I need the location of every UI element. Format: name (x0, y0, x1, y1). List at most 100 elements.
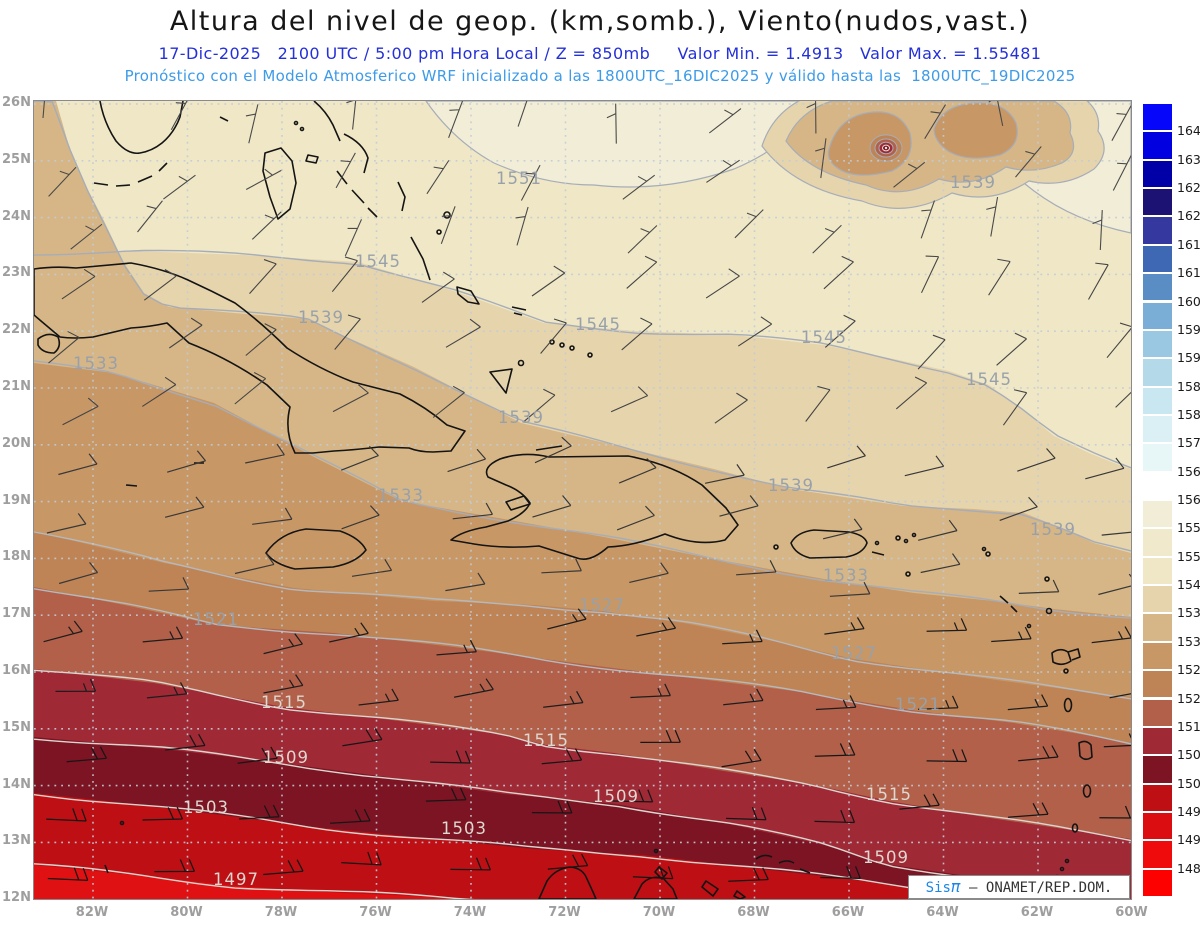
contour-label: 1533 (823, 566, 869, 585)
colorbar-tick-label: 1563 (1177, 492, 1200, 507)
contour-label: 1521 (895, 695, 941, 714)
colorbar-segment (1142, 103, 1173, 132)
colorbar-segment (1142, 216, 1173, 245)
colorbar-segment (1142, 641, 1173, 671)
contour-label: 1545 (575, 315, 621, 334)
colorbar-segment (1142, 301, 1173, 330)
colorbar-tick-label: 1587 (1177, 378, 1200, 394)
pi-symbol: π (950, 877, 961, 896)
lon-tick-label: 62W (1020, 905, 1054, 920)
colorbar-tick-label: 1557 (1177, 520, 1200, 536)
lat-tick-label: 18N (2, 549, 31, 565)
lon-tick-label: 76W (359, 905, 392, 920)
contour-label: 1515 (261, 693, 307, 712)
colorbar-tick-label: 1617 (1177, 236, 1200, 252)
contour-label: 1515 (523, 731, 569, 750)
colorbar-tick-label: 1593 (1177, 350, 1200, 366)
map-canvas: 1551 1545 1545 1545 1545 1539 1539 1539 1539 1539… (33, 78, 1150, 927)
contour-label: 1515 (866, 785, 912, 804)
geopotential-wind-map: 1551 1545 1545 1545 1545 1539 1539 1539 1539 1539… (33, 78, 1150, 927)
colorbar-tick-label: 1509 (1177, 747, 1200, 763)
lon-tick-label: 82W (75, 905, 109, 920)
colorbar-tick-label: 1515 (1177, 718, 1200, 734)
page-title: Altura del nivel de geop. (km,somb.), Vi… (169, 6, 1031, 37)
colorbar-segment (1142, 273, 1173, 302)
colorbar-tick-label: 1503 (1177, 775, 1200, 791)
colorbar-tick-label: 1605 (1177, 293, 1200, 309)
lon-tick-label: 70W (642, 905, 676, 920)
colorbar-segment (1142, 358, 1173, 387)
colorbar-tick-label: 1521 (1177, 690, 1200, 706)
lon-tick-label: 72W (548, 905, 581, 920)
colorbar-tick-label: 1551 (1177, 548, 1200, 564)
subtitle-datetime-level: 17-Dic-2025 2100 UTC / 5:00 pm Hora Loca… (158, 44, 1042, 63)
colorbar-segment (1142, 471, 1173, 500)
colorbar-segment (1142, 585, 1173, 614)
attribution-text: – ONAMET/REP.DOM. (960, 880, 1113, 896)
colorbar-segment (1142, 868, 1173, 897)
lat-tick-label: 26N (2, 95, 31, 110)
lat-tick-label: 16N (2, 663, 31, 678)
colorbar-tick-label: 1539 (1177, 605, 1200, 621)
lat-tick-label: 15N (2, 719, 31, 735)
contour-label: 1539 (298, 308, 344, 327)
colorbar-tick-label: 1635 (1177, 151, 1200, 167)
contour-label: 1539 (498, 408, 544, 427)
lon-tick-label: 80W (170, 905, 203, 920)
contour-label: 1527 (579, 596, 625, 615)
lat-tick-label: 25N (2, 151, 31, 167)
colorbar (1142, 103, 1173, 897)
subtitle-model-info: Pronóstico con el Modelo Atmosferico WRF… (124, 67, 1076, 85)
colorbar-segment (1142, 443, 1173, 472)
colorbar-tick-label: 1545 (1177, 577, 1200, 593)
colorbar-segment (1142, 131, 1173, 160)
contour-label: 1545 (801, 328, 847, 347)
colorbar-tick-label: 1527 (1177, 662, 1200, 678)
colorbar-segment (1142, 500, 1173, 529)
colorbar-segment (1142, 755, 1173, 784)
lon-tick-label: 78W (264, 905, 298, 920)
contour-label: 1503 (183, 798, 229, 817)
colorbar-tick-label: 1485 (1177, 860, 1200, 876)
colorbar-segment (1142, 783, 1173, 812)
colorbar-tick-label: 1497 (1177, 803, 1200, 819)
lon-tick-label: 68W (737, 905, 770, 920)
contour-label: 1533 (73, 354, 119, 373)
lat-tick-label: 21N (2, 379, 31, 394)
contour-label: 1503 (441, 819, 487, 838)
colorbar-tick-label: 1533 (1177, 633, 1200, 649)
colorbar-segment (1142, 159, 1173, 189)
colorbar-segment (1142, 670, 1173, 699)
contour-label: 1509 (593, 787, 639, 806)
contour-label: 1539 (950, 173, 996, 192)
colorbar-segment (1142, 329, 1173, 359)
contour-label: 1527 (831, 644, 877, 663)
contour-label-layer: 1551 1545 1545 1545 1545 1539 1539 1539 1539 1539… (73, 169, 1075, 889)
colorbar-tick-label: 1575 (1177, 435, 1200, 451)
lon-tick-label: 64W (926, 905, 959, 920)
colorbar-segment (1142, 726, 1173, 756)
colorbar-segment (1142, 613, 1173, 642)
northeast-trough-feature (761, 94, 1105, 209)
lon-tick-label: 60W (1115, 905, 1148, 920)
colorbar-tick-label: 1623 (1177, 208, 1200, 224)
contour-label: 1545 (966, 370, 1012, 389)
contour-label: 1521 (193, 610, 239, 629)
lat-tick-label: 13N (2, 833, 31, 849)
contour-label: 1539 (768, 476, 814, 495)
contour-label: 1545 (355, 252, 401, 271)
colorbar-segment (1142, 840, 1173, 869)
sispi-logo-text: Sis (925, 880, 951, 896)
contour-label: 1551 (496, 169, 542, 188)
contour-label: 1509 (263, 748, 309, 767)
colorbar-segment (1142, 188, 1173, 217)
lat-tick-label: 12N (2, 890, 31, 906)
colorbar-tick-label: 1599 (1177, 321, 1200, 337)
colorbar-segment (1142, 811, 1173, 841)
lat-tick-label: 14N (2, 776, 31, 792)
